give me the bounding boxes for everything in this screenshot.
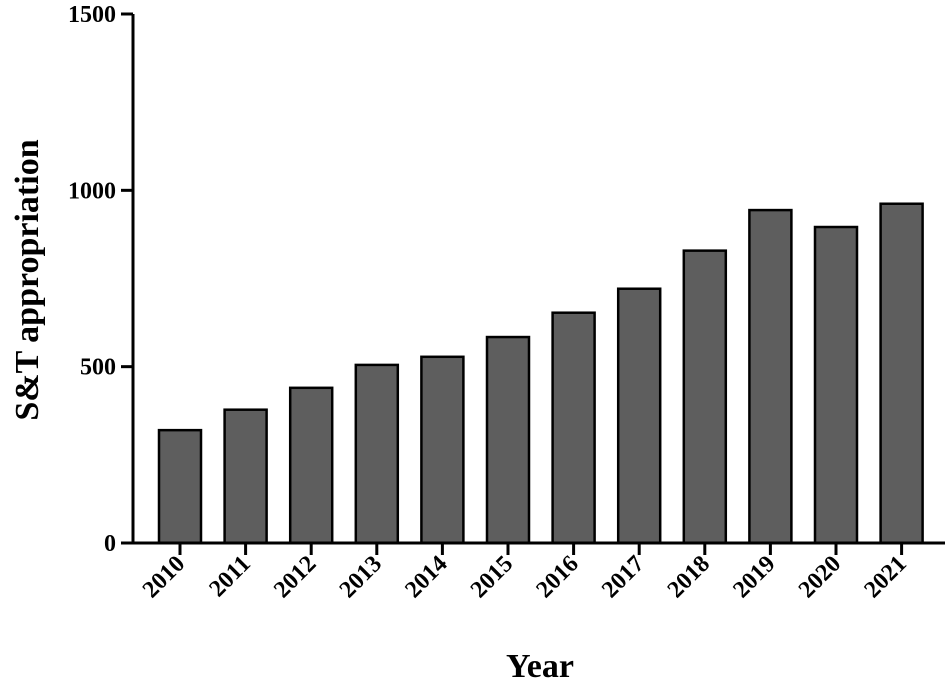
- y-tick-label: 1000: [68, 178, 116, 204]
- bar-2011: [223, 408, 268, 545]
- x-tick-label-2020: 2020: [794, 551, 846, 603]
- x-ticks-group: 2010 2011 2012 2013 2014 2015 2016 2017 2018 2019…: [138, 543, 912, 603]
- y-ticks-group: 0 500 1000 1500: [68, 2, 133, 557]
- bar-2013: [354, 363, 400, 545]
- y-tick-label: 0: [104, 531, 116, 557]
- x-tick-label-2021: 2021: [860, 551, 912, 603]
- x-tick-label-2015: 2015: [466, 551, 518, 603]
- x-tick-label-2019: 2019: [728, 551, 780, 603]
- y-tick-label: 1500: [68, 2, 116, 28]
- x-tick-label-2011: 2011: [204, 551, 255, 602]
- bar-2021: [879, 202, 924, 545]
- y-axis-title: S&T appropriation: [9, 139, 46, 420]
- axes-group: [131, 14, 945, 545]
- bar-2020: [813, 225, 859, 545]
- bar-2018: [682, 249, 728, 545]
- x-tick-label-2012: 2012: [269, 551, 321, 603]
- bar-2016: [551, 311, 596, 545]
- bar-2012: [288, 386, 334, 545]
- x-tick-label-2010: 2010: [138, 551, 190, 603]
- x-tick-label-2013: 2013: [335, 551, 387, 603]
- bars-group: [157, 202, 924, 545]
- bar-2010: [157, 428, 203, 545]
- y-tick-label: 500: [80, 355, 116, 381]
- x-axis-title: Year: [506, 648, 574, 685]
- x-tick-label-2014: 2014: [400, 551, 452, 603]
- bar-2015: [485, 335, 531, 545]
- bar-2019: [748, 208, 793, 545]
- bar-2017: [616, 287, 662, 545]
- x-tick-label-2018: 2018: [663, 551, 715, 603]
- x-tick-label-2016: 2016: [532, 551, 584, 603]
- x-tick-label-2017: 2017: [597, 551, 649, 603]
- bar-2014: [420, 355, 465, 545]
